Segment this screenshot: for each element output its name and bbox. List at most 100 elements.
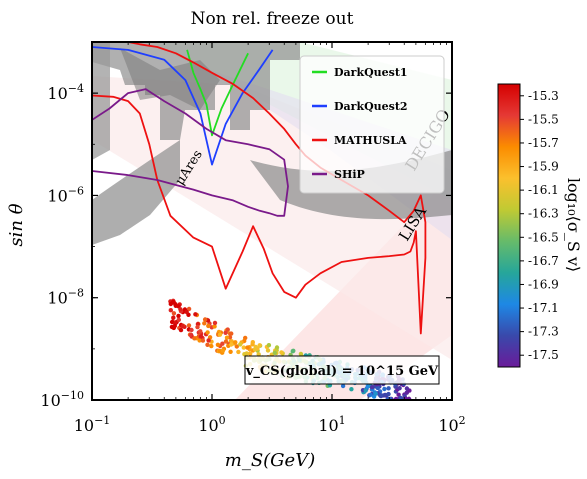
data-point <box>186 306 192 312</box>
legend-label: DarkQuest1 <box>334 66 408 79</box>
colorbar-gradient <box>497 83 521 368</box>
x-axis-label: m_S(GeV) <box>225 450 315 471</box>
colorbar-tick-label: -15.5 <box>528 112 559 126</box>
data-point <box>217 348 222 354</box>
series-line-darkquest1 <box>186 49 249 137</box>
data-point <box>369 385 375 390</box>
data-point <box>189 327 194 333</box>
legend: DarkQuest1 DarkQuest2 MATHUSLA SHiP <box>299 55 445 194</box>
data-point <box>298 351 304 357</box>
data-point <box>253 344 258 350</box>
data-point <box>368 392 373 397</box>
data-point <box>206 338 211 343</box>
legend-label: MATHUSLA <box>334 134 407 147</box>
data-point <box>229 331 234 336</box>
data-point <box>188 332 193 338</box>
colorbar-tick-label: -15.3 <box>528 89 559 103</box>
data-point <box>202 317 208 322</box>
data-point <box>257 343 262 348</box>
data-point <box>224 335 230 340</box>
x-tick-label: 10−1 <box>74 414 111 435</box>
series-line-mathusla <box>92 42 427 335</box>
data-point <box>212 320 218 326</box>
data-point <box>223 339 229 344</box>
data-point <box>225 327 230 332</box>
data-point <box>171 311 177 316</box>
data-point <box>379 393 384 398</box>
data-point <box>198 329 203 334</box>
data-point <box>363 388 368 393</box>
data-point <box>186 323 192 328</box>
colorbar-tick-label: -17.3 <box>528 325 559 339</box>
data-point <box>178 307 183 312</box>
data-point <box>205 342 210 347</box>
vcs-annotation-text: v_CS(global) = 10^15 GeV <box>245 364 439 379</box>
data-point <box>340 383 346 389</box>
data-point <box>217 332 223 337</box>
y-tick-label: 10−6 <box>47 184 84 205</box>
excluded-region-left-edge <box>92 42 110 160</box>
vcs-annotation-box: v_CS(global) = 10^15 GeV <box>244 355 440 385</box>
data-point <box>178 327 184 333</box>
data-point <box>212 324 217 329</box>
colorbar-tick-label: -17.5 <box>528 348 559 362</box>
data-point <box>206 323 211 329</box>
data-point <box>195 324 200 330</box>
data-point <box>220 348 226 353</box>
data-point <box>209 343 214 349</box>
colorbar-tick-label: -17.1 <box>528 301 559 315</box>
y-tick-label: 10−8 <box>47 287 84 308</box>
data-point <box>279 350 284 355</box>
data-point <box>220 341 225 346</box>
data-point <box>241 345 246 350</box>
data-point <box>404 386 410 391</box>
data-point <box>349 387 354 392</box>
y-tick-label: 10−4 <box>47 82 84 103</box>
data-point <box>171 315 176 320</box>
data-point <box>248 351 253 356</box>
data-point <box>398 395 403 400</box>
data-point <box>168 308 173 313</box>
data-point <box>176 317 181 322</box>
x-tick-label: 102 <box>438 414 465 435</box>
data-point <box>256 352 261 357</box>
data-point <box>291 348 296 353</box>
legend-label: DarkQuest2 <box>334 100 408 113</box>
colorbar: -15.3 -15.5 -15.7 -15.9 -16.1 -16.3 -16.5 -16.7… <box>497 83 559 368</box>
data-point <box>397 386 402 391</box>
data-point <box>180 323 185 329</box>
data-point <box>386 391 391 397</box>
colorbar-tick-label: -16.9 <box>528 277 559 291</box>
data-point <box>229 342 234 347</box>
data-point <box>382 386 387 392</box>
y-axis-label: sin θ <box>6 203 27 246</box>
data-point <box>238 342 243 347</box>
colorbar-tick-label: -16.5 <box>528 230 559 244</box>
plot-frame <box>91 41 453 401</box>
data-point <box>373 391 378 396</box>
data-point <box>233 340 238 345</box>
data-point <box>242 352 247 357</box>
data-point <box>396 392 401 397</box>
colorbar-tick-label: -16.3 <box>528 207 559 221</box>
data-point <box>205 330 210 335</box>
data-point <box>228 349 233 354</box>
colorbar-label: log₁₀⟨σ_S v⟩ <box>564 178 583 272</box>
data-point <box>223 330 228 335</box>
legend-label: SHiP <box>334 168 365 181</box>
data-point <box>250 340 255 345</box>
chart-title: Non rel. freeze out <box>191 9 354 29</box>
data-point <box>234 344 239 349</box>
excluded-region-lower-left <box>92 140 180 245</box>
data-point <box>197 338 202 343</box>
data-point <box>236 349 241 355</box>
data-point <box>202 321 207 326</box>
data-point <box>172 323 177 329</box>
data-point <box>382 392 388 398</box>
colorbar-tick-label: -16.7 <box>528 254 559 268</box>
data-point <box>184 309 189 315</box>
y-tick-label: 10−10 <box>40 389 84 410</box>
data-point <box>386 386 391 391</box>
data-point <box>266 343 272 348</box>
data-point <box>193 312 198 317</box>
